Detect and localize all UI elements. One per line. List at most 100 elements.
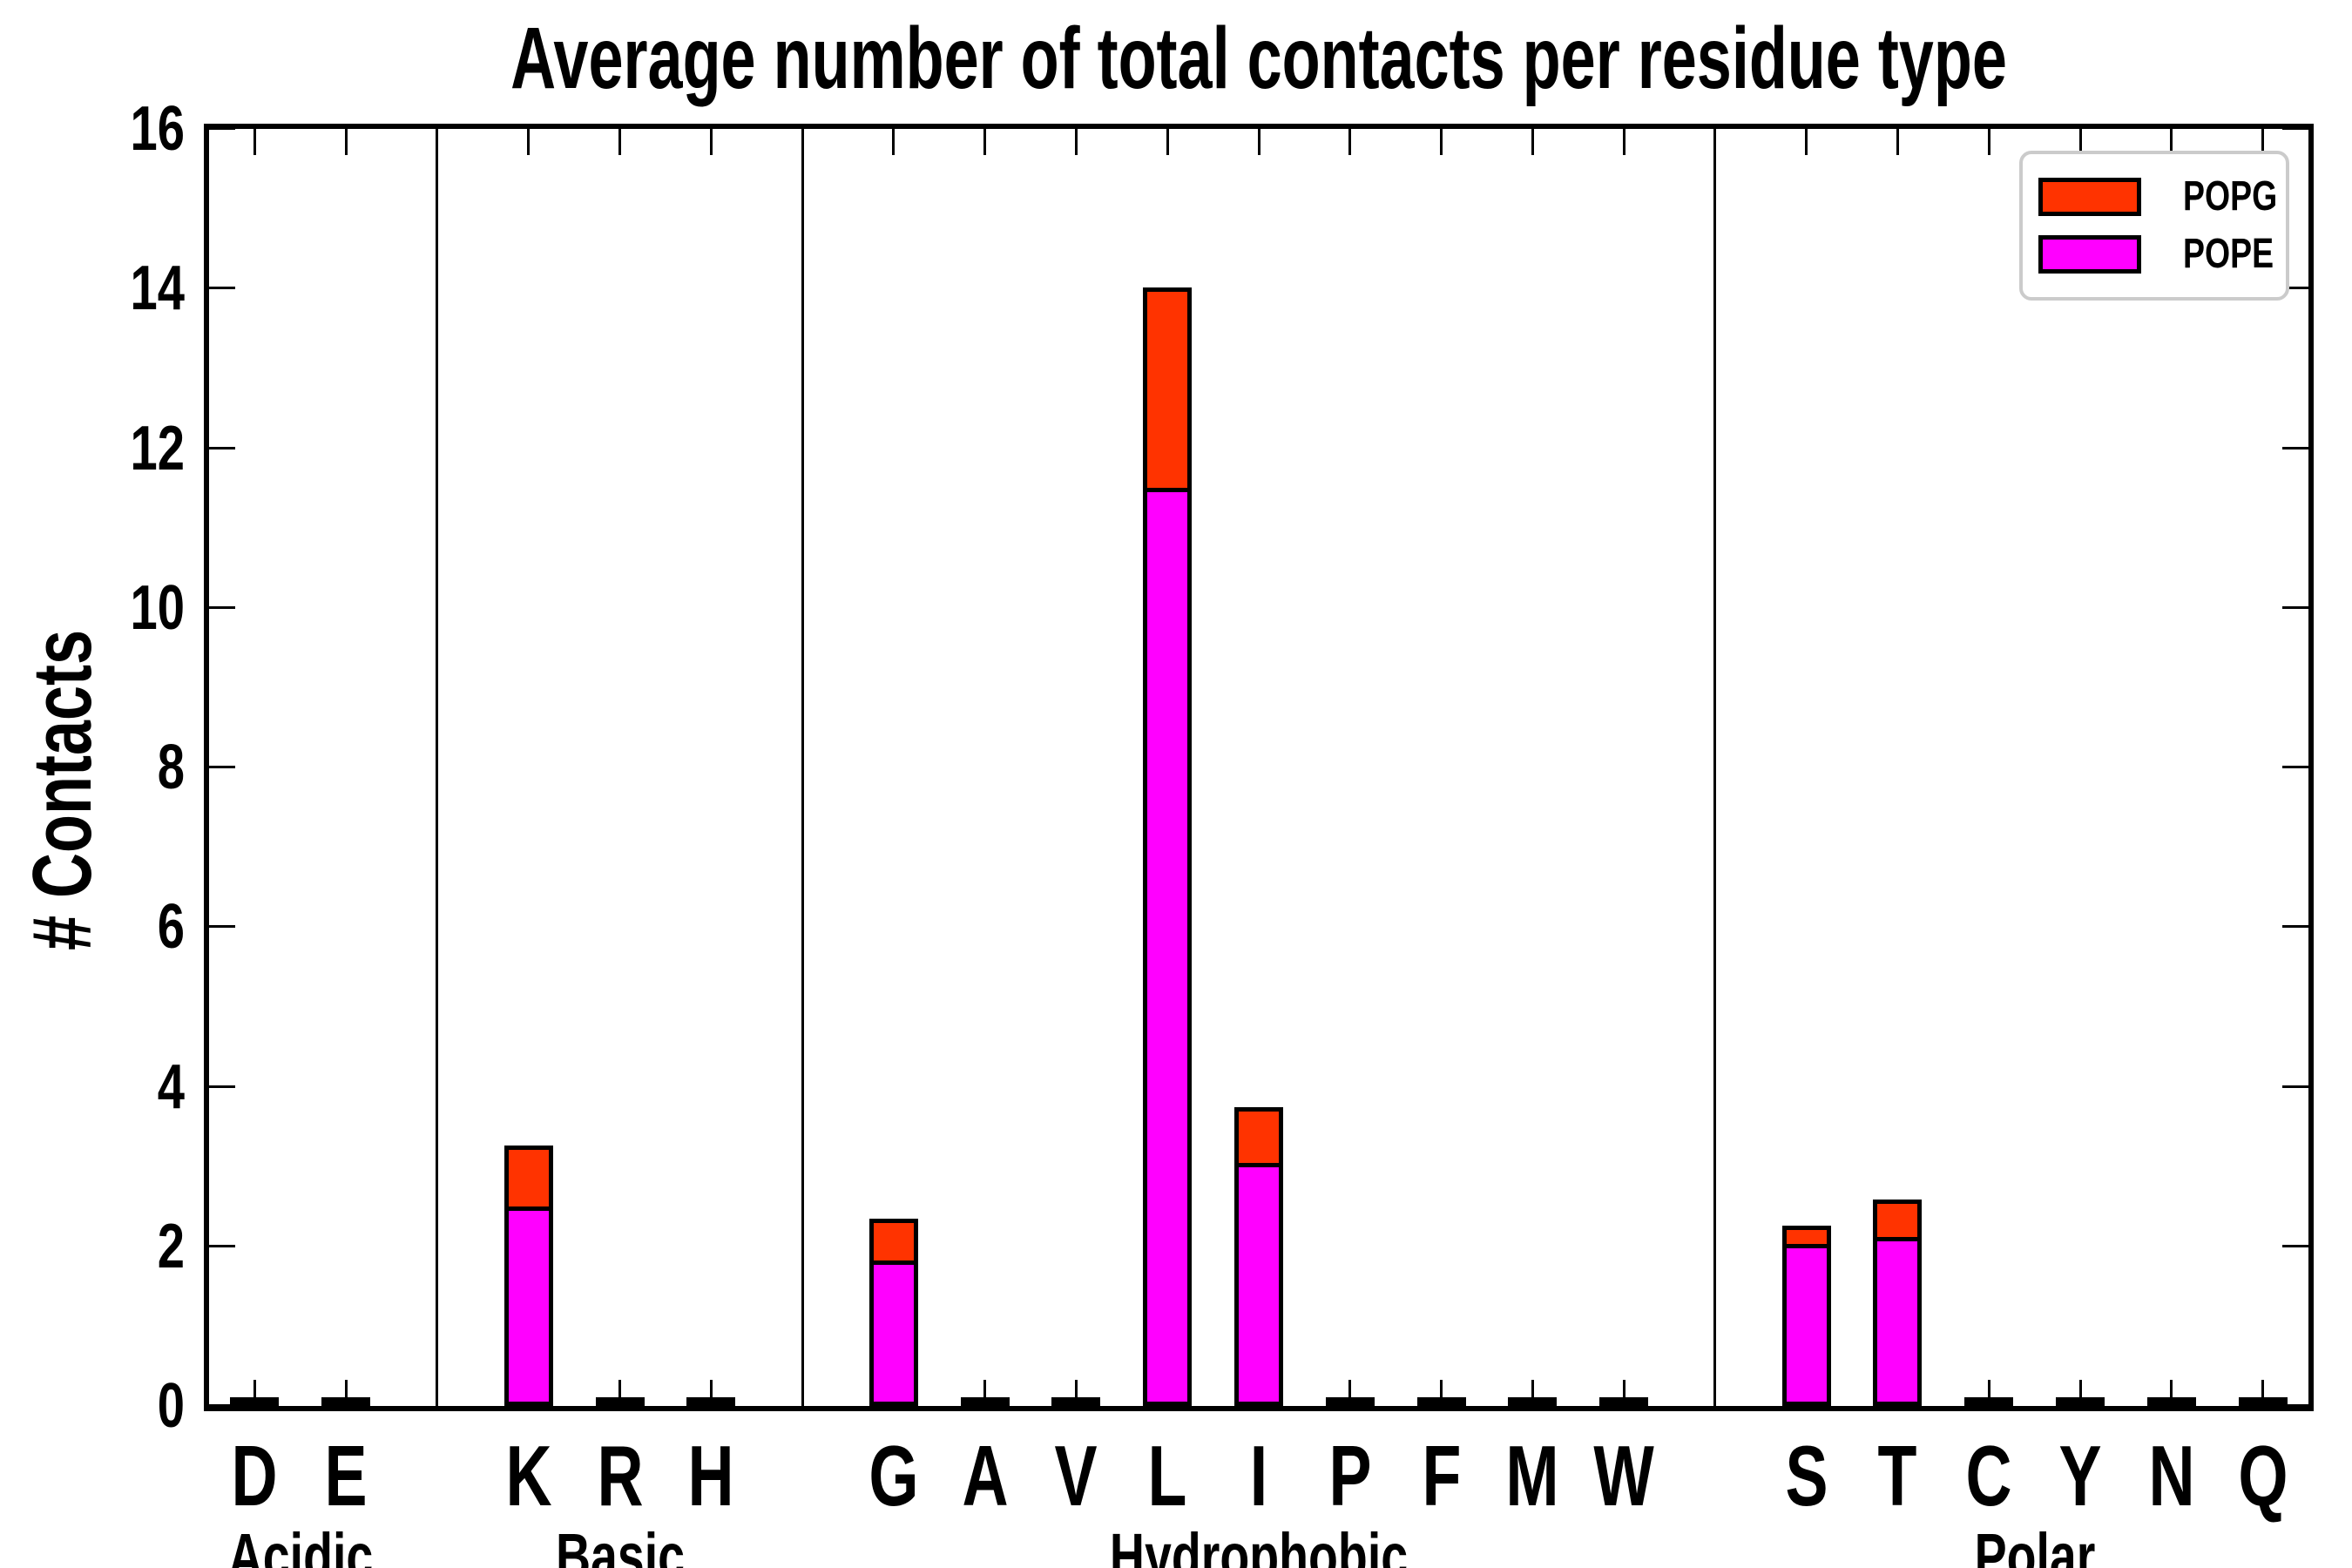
x-tick-label-G: G [868,1428,919,1524]
bar-segment-pope-G [868,1260,918,1406]
x-tick-top [1896,129,1899,155]
legend-label-pope: POPE [2183,231,2274,278]
x-tick-bottom [2078,1380,2082,1406]
bar-segment-popg-L [1143,287,1193,493]
x-tick-label-T: T [1878,1428,1917,1524]
x-tick-top [709,129,713,155]
y-tick-left [209,127,235,130]
y-tick-left [209,766,235,768]
bar-segment-pope-H [686,1397,736,1406]
x-tick-bottom [618,1380,622,1406]
y-tick-label: 10 [130,572,185,643]
y-tick-label: 12 [130,413,185,483]
x-tick-top [1074,129,1078,155]
x-tick-bottom [709,1380,713,1406]
x-tick-label-L: L [1147,1428,1187,1524]
group-divider [801,129,804,1406]
x-tick-label-W: W [1593,1428,1654,1524]
bar-segment-pope-C [1964,1397,2014,1406]
x-tick-label-E: E [324,1428,368,1524]
x-tick-top [983,129,987,155]
legend-item-popg: POPG [2023,172,2286,220]
group-label-polar: Polar [1974,1520,2096,1568]
x-tick-top [1622,129,1625,155]
x-tick-label-A: A [962,1428,1009,1524]
x-tick-label-N: N [2148,1428,2195,1524]
legend-label-popg: POPG [2183,172,2278,220]
y-tick-left [209,1404,235,1407]
x-tick-top [892,129,896,155]
x-tick-label-S: S [1785,1428,1828,1524]
x-tick-top [2170,129,2173,155]
legend-swatch-popg [2038,177,2141,216]
x-tick-label-P: P [1328,1428,1372,1524]
y-tick-right [2282,287,2308,290]
x-tick-bottom [2261,1380,2265,1406]
y-tick-label: 6 [157,892,185,963]
x-tick-label-M: M [1505,1428,1559,1524]
legend-item-pope: POPE [2023,233,2286,275]
x-tick-top [1257,129,1260,155]
bar-segment-pope-Y [2056,1397,2105,1406]
x-tick-label-D: D [231,1428,278,1524]
bar-segment-pope-D [230,1397,280,1406]
bar-segment-pope-F [1416,1397,1466,1406]
y-tick-left [209,1244,235,1247]
x-tick-bottom [2170,1380,2173,1406]
x-tick-label-V: V [1054,1428,1098,1524]
x-tick-top [1987,129,1990,155]
bar-segment-pope-E [321,1397,371,1406]
x-tick-top [1348,129,1352,155]
x-tick-bottom [344,1380,348,1406]
x-tick-bottom [1622,1380,1625,1406]
y-tick-right [2282,1244,2308,1247]
legend: POPG POPE [2019,151,2289,301]
x-tick-bottom [1987,1380,1990,1406]
group-label-basic: Basic [555,1520,685,1568]
x-tick-bottom [1440,1380,1443,1406]
y-tick-right [2282,127,2308,130]
y-tick-left [209,605,235,609]
bar-segment-pope-K [504,1206,553,1406]
plot-area [204,124,2314,1411]
x-tick-label-F: F [1422,1428,1462,1524]
bar-segment-pope-Q [2238,1397,2288,1406]
y-tick-label: 14 [130,253,185,324]
bar-segment-popg-S [1781,1226,1831,1249]
x-tick-label-C: C [1965,1428,2012,1524]
legend-swatch-pope [2038,235,2141,274]
y-tick-left [209,925,235,929]
y-tick-label: 16 [130,94,185,164]
x-tick-label-I: I [1249,1428,1268,1524]
x-tick-label-Q: Q [2238,1428,2288,1524]
x-tick-top [1531,129,1534,155]
y-tick-label: 8 [157,733,185,802]
x-tick-top [1440,129,1443,155]
group-divider [1713,129,1717,1406]
x-tick-top [1805,129,1808,155]
x-tick-top [344,129,348,155]
x-tick-top [1166,129,1169,155]
x-tick-bottom [1531,1380,1534,1406]
x-tick-bottom [253,1380,256,1406]
x-tick-label-H: H [687,1428,734,1524]
y-tick-left [209,1085,235,1088]
y-tick-right [2282,1404,2308,1407]
y-tick-left [209,287,235,290]
bar-segment-pope-I [1234,1162,1283,1406]
bar-segment-pope-N [2146,1397,2196,1406]
bar-segment-popg-T [1873,1200,1923,1241]
x-tick-top [618,129,622,155]
group-label-acidic: Acidic [227,1520,374,1568]
x-tick-top [253,129,256,155]
x-tick-bottom [1348,1380,1352,1406]
x-tick-top [2078,129,2082,155]
chart-title: Average number of total contacts per res… [510,10,2007,107]
bar-segment-pope-R [595,1397,645,1406]
y-tick-right [2282,1085,2308,1088]
y-tick-right [2282,605,2308,609]
bar-segment-pope-V [1051,1397,1101,1406]
y-tick-right [2282,446,2308,449]
x-tick-top [2261,129,2265,155]
